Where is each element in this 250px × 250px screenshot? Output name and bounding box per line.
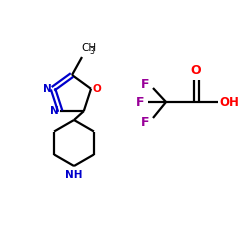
Text: OH: OH (219, 96, 239, 108)
Text: O: O (191, 64, 201, 78)
Text: NH: NH (65, 170, 83, 180)
Text: N: N (50, 106, 58, 116)
Text: F: F (141, 116, 149, 130)
Text: CH: CH (81, 43, 96, 53)
Text: O: O (93, 84, 102, 94)
Text: 3: 3 (90, 48, 94, 56)
Text: F: F (141, 78, 149, 90)
Text: F: F (136, 96, 144, 108)
Text: N: N (42, 84, 51, 94)
